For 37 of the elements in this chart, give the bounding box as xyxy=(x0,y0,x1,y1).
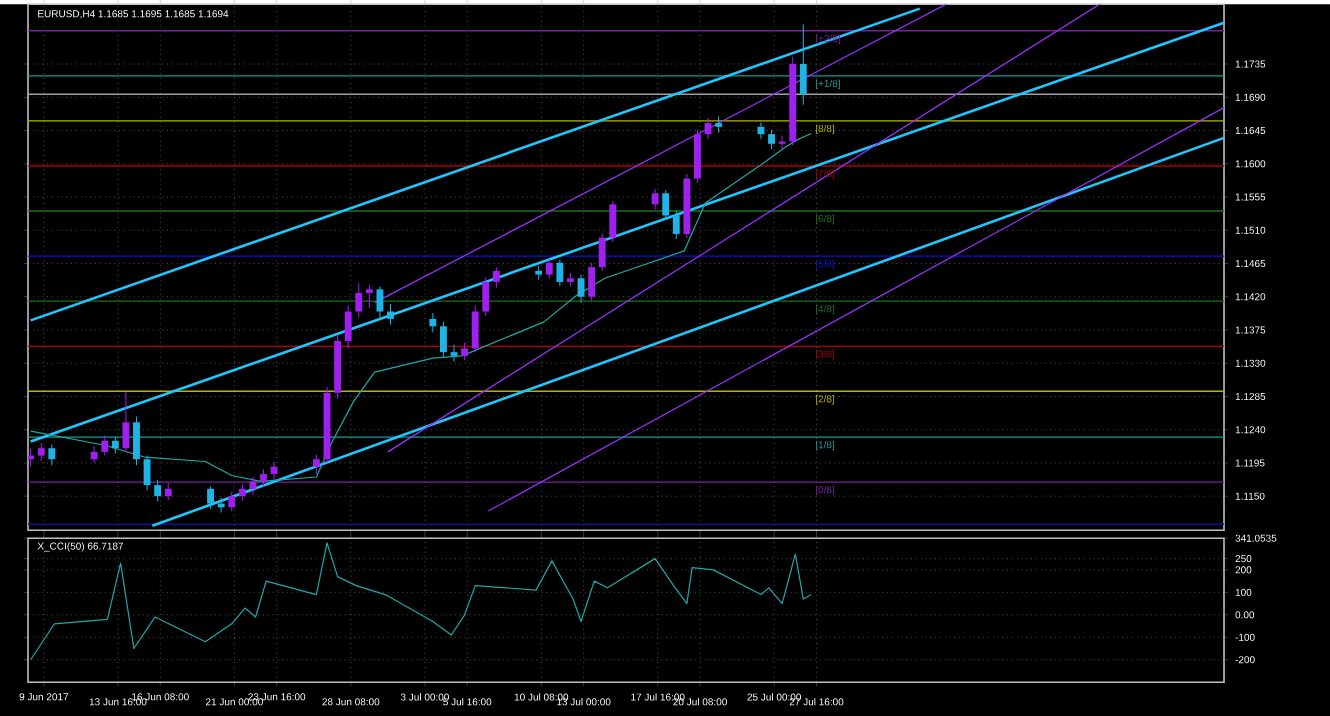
candlestick xyxy=(609,200,617,243)
candlestick xyxy=(556,259,564,287)
candlestick xyxy=(154,479,162,502)
candlestick xyxy=(545,259,553,280)
candlestick xyxy=(355,282,363,318)
line-series xyxy=(30,132,812,482)
candlestick xyxy=(344,305,352,349)
candlestick xyxy=(429,312,437,333)
candlestick xyxy=(651,188,659,210)
candlestick xyxy=(249,476,257,496)
candlestick xyxy=(577,273,585,304)
candlestick xyxy=(598,232,606,272)
candlestick xyxy=(768,129,775,150)
candlestick xyxy=(439,321,447,358)
candlestick xyxy=(312,454,320,475)
candlestick xyxy=(799,23,807,106)
candlestick xyxy=(482,276,490,317)
line-series xyxy=(30,542,812,661)
candlestick xyxy=(207,486,215,510)
candlestick xyxy=(48,443,56,466)
candlestick xyxy=(672,210,680,240)
candlestick xyxy=(588,262,596,301)
candlestick xyxy=(778,135,786,150)
candlestick xyxy=(492,266,500,289)
candlestick xyxy=(376,285,384,318)
candlestick xyxy=(143,454,151,491)
candlestick xyxy=(228,491,236,512)
candlestick xyxy=(662,189,670,221)
candlestick xyxy=(387,303,394,326)
candlestick xyxy=(365,284,373,309)
candlestick xyxy=(270,461,278,481)
candlestick xyxy=(122,391,130,453)
candlestick xyxy=(133,415,140,466)
candlestick xyxy=(101,435,109,456)
candlestick xyxy=(471,305,479,353)
candlestick xyxy=(450,344,458,363)
candlestick xyxy=(694,129,701,184)
